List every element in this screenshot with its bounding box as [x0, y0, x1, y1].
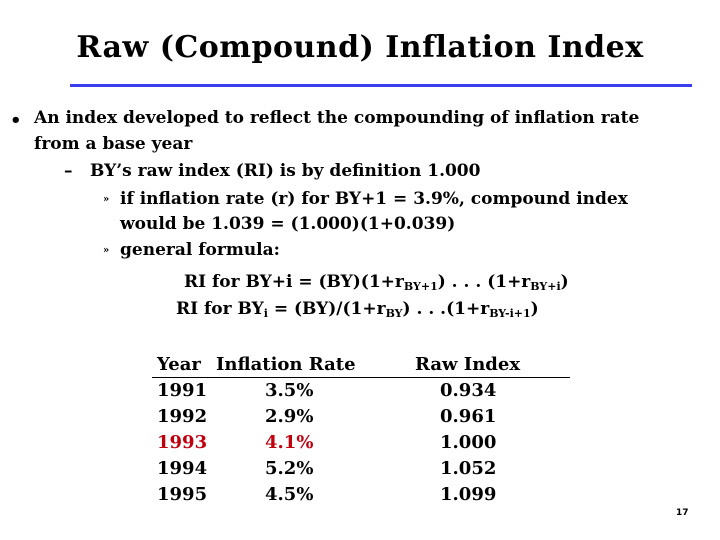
cell-index: 1.052: [440, 458, 497, 479]
slide-title: Raw (Compound) Inflation Index: [76, 30, 644, 65]
main-point-line-2: from a base year: [34, 134, 193, 154]
cell-rate: 4.5%: [265, 484, 314, 505]
sub-point-example-2: would be 1.039 = (1.000)(1+0.039): [120, 214, 456, 234]
sub-point-raw-index: BY’s raw index (RI) is by definition 1.0…: [90, 161, 481, 181]
bullet-dot: •: [10, 110, 22, 131]
cell-index: 0.961: [440, 406, 497, 427]
sub-point-example-1: if inflation rate (r) for BY+1 = 3.9%, c…: [120, 189, 628, 209]
main-point-line-1: An index developed to reflect the compou…: [34, 108, 640, 128]
cell-index: 0.934: [440, 380, 497, 401]
cell-year: 1991: [157, 380, 208, 401]
cell-year: 1993: [157, 432, 208, 453]
header-raw-index: Raw Index: [415, 354, 521, 375]
sub-point-dash: –: [64, 161, 73, 181]
cell-rate: 2.9%: [265, 406, 314, 427]
sub-point-general-formula: general formula:: [120, 240, 280, 260]
cell-year: 1994: [157, 458, 208, 479]
cell-year: 1992: [157, 406, 208, 427]
chevron-marker-icon: »: [103, 194, 110, 205]
header-inflation-rate: Inflation Rate: [216, 354, 356, 375]
cell-rate: 5.2%: [265, 458, 314, 479]
formula-backward: RI for BYi = (BY)/(1+rBY) . . .(1+rBY-i+…: [176, 299, 539, 320]
title-underline: [70, 84, 692, 87]
cell-index: 1.000: [440, 432, 497, 453]
page-number: 17: [676, 508, 689, 518]
header-year: Year: [157, 354, 201, 375]
cell-index: 1.099: [440, 484, 497, 505]
chevron-marker-icon: »: [103, 245, 110, 256]
cell-rate: 3.5%: [265, 380, 314, 401]
cell-year: 1995: [157, 484, 208, 505]
cell-rate: 4.1%: [265, 432, 314, 453]
formula-forward: RI for BY+i = (BY)(1+rBY+1) . . . (1+rBY…: [184, 272, 569, 293]
table-header-rule: [152, 377, 570, 378]
